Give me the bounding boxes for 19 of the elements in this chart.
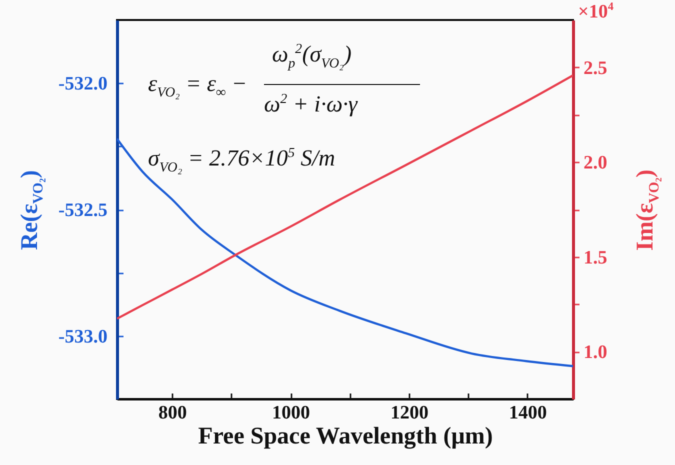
x-tick-label: 1000 <box>272 402 310 424</box>
annotation: σ$_{VO₂}$ = 2.76×10$^{5}$ S/m <box>148 145 336 174</box>
y2-tick-label: 2.0 <box>584 152 608 174</box>
x-tick-label: 1200 <box>390 402 428 424</box>
annotation: ε$_{VO₂}$ = ε$_{∞}$ − <box>148 71 248 100</box>
y-tick-label: -532.0 <box>58 74 108 95</box>
line-series <box>117 74 573 320</box>
x-tick-label: 800 <box>158 402 187 424</box>
line-series <box>117 138 573 368</box>
y-tick-label: -533.0 <box>58 326 108 348</box>
annotation: ω$_{p}$$^{2}$(σ$_{VO₂}$) <box>272 41 352 70</box>
x-tick-label: 1400 <box>508 402 547 424</box>
y2-tick-label: 2.5 <box>584 58 608 79</box>
y2-tick-label: 1.5 <box>584 247 608 268</box>
x-axis-title: Free Space Wavelength (μm) <box>198 424 493 450</box>
y-tick-label: -532.5 <box>58 200 108 221</box>
text: ×10$^{4}$ <box>578 1 614 22</box>
y2-tick-label: 1.0 <box>584 342 608 364</box>
annotation: ω$^{2}$ + i·ω·γ <box>264 91 358 117</box>
